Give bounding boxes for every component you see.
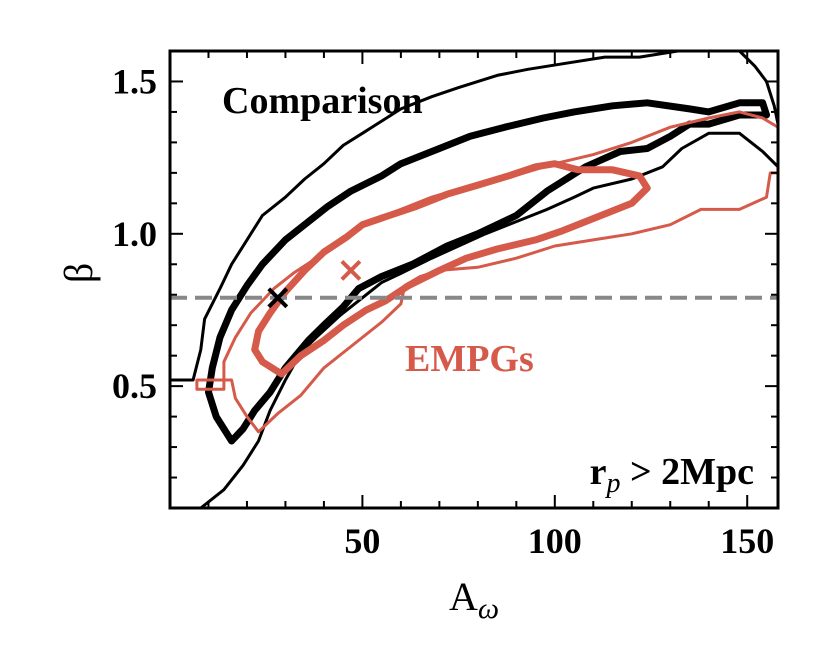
empgs-contour-inner-1 [251,160,651,378]
comparison-contour-outer-1 [199,131,778,508]
comparison-contour-inner-2 [205,99,770,445]
y-axis-title: β [56,263,101,283]
comparison-best-fit-stroke-b [267,287,289,309]
comparison-best-fit-marker [267,287,289,309]
x-axis-title: Aω [449,574,499,625]
empgs-label: EMPGs [405,338,534,380]
comparison-contour-outer-0 [170,51,778,382]
contour-layer [170,51,778,508]
y-tick-label: 1.0 [112,214,157,254]
rp-symbol: r [590,451,607,493]
plot-frame [168,49,780,510]
x-tick-label: 50 [344,521,380,561]
empgs-best-fit-marker [340,259,362,281]
marker-layer [267,259,362,309]
empgs-best-fit-stroke-b [340,259,362,281]
y-tick-label: 0.5 [112,366,157,406]
x-axis-symbol: A [449,574,478,619]
rp-subscript: p [604,468,620,499]
comparison-label: Comparison [222,80,423,122]
rp-threshold: > 2Mpc [620,451,754,493]
x-tick-label: 100 [528,521,582,561]
y-tick-label: 1.5 [112,61,157,101]
x-tick-label: 150 [720,521,774,561]
separation-annotation: rp > 2Mpc [590,451,754,499]
x-axis-subscript: ω [478,592,499,625]
